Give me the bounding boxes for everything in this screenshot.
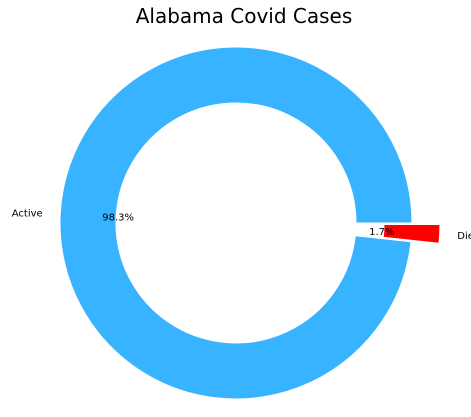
slice-pct-active: 98.3% [102, 213, 134, 224]
slice-label-active: Active [12, 209, 43, 220]
slice-label-died: Died [457, 231, 471, 242]
chart-title: Alabama Covid Cases [136, 4, 353, 28]
slice-labels: Active 98.3% Died 1.7% [12, 209, 471, 242]
slice-died [382, 223, 441, 244]
slice-active [59, 46, 413, 400]
slice-pct-died: 1.7% [369, 227, 394, 238]
donut-slices [59, 46, 441, 400]
